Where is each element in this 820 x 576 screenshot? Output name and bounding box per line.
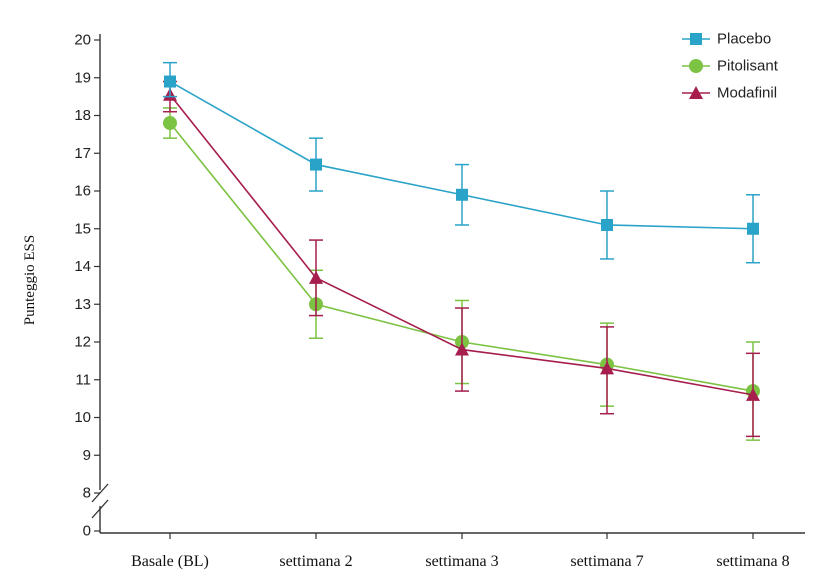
x-tick-label: Basale (BL) (131, 553, 209, 570)
series-modafinil (163, 80, 760, 438)
y-tick-label: 9 (83, 447, 91, 464)
y-tick-label: 18 (74, 107, 91, 124)
y-axis-ticks: 20 19 18 17 16 15 14 13 12 11 10 9 8 0 (74, 32, 100, 540)
data-point-modafinil (600, 361, 614, 375)
y-tick-label: 20 (74, 32, 91, 49)
y-tick-label: 17 (74, 145, 91, 162)
legend-label-modafinil: Modafinil (717, 85, 777, 102)
y-tick-label: 12 (74, 334, 91, 351)
legend-label-placebo: Placebo (717, 31, 771, 48)
legend-marker-modafinil (689, 86, 703, 99)
y-tick-label: 15 (74, 220, 91, 237)
plot-area (163, 61, 760, 441)
legend-label-pitolisant: Pitolisant (717, 58, 779, 75)
data-point-placebo (310, 158, 322, 171)
axes (91, 34, 805, 534)
y-tick-label: 11 (75, 371, 91, 388)
y-axis-title: Punteggio ESS (22, 235, 38, 325)
x-tick-label: settimana 3 (425, 553, 498, 570)
legend-marker-placebo (690, 33, 702, 45)
data-point-placebo (747, 222, 759, 235)
x-tick-label: settimana 2 (279, 553, 352, 570)
data-point-placebo (456, 188, 468, 201)
y-tick-label: 19 (74, 69, 91, 86)
data-point-placebo (164, 75, 176, 88)
y-tick-label: 8 (83, 485, 91, 502)
y-tick-label: 0 (83, 523, 91, 540)
x-tick-label: settimana 8 (716, 553, 789, 570)
y-tick-label: 14 (74, 258, 91, 275)
series-placebo (163, 61, 760, 264)
x-tick-label: settimana 7 (570, 553, 643, 570)
legend: Placebo Pitolisant Modafinil (682, 31, 779, 102)
y-tick-label: 13 (74, 296, 91, 313)
data-point-modafinil (309, 270, 323, 284)
y-tick-label: 10 (74, 409, 91, 426)
y-tick-label: 16 (74, 183, 91, 200)
x-axis-ticks: Basale (BL) settimana 2 settimana 3 settima… (131, 533, 790, 570)
data-point-modafinil (455, 342, 469, 356)
data-point-pitolisant (163, 116, 177, 131)
axis-break-mark-lower (91, 499, 109, 519)
data-point-modafinil (746, 387, 760, 401)
legend-marker-pitolisant (689, 59, 703, 73)
data-point-placebo (601, 218, 613, 231)
